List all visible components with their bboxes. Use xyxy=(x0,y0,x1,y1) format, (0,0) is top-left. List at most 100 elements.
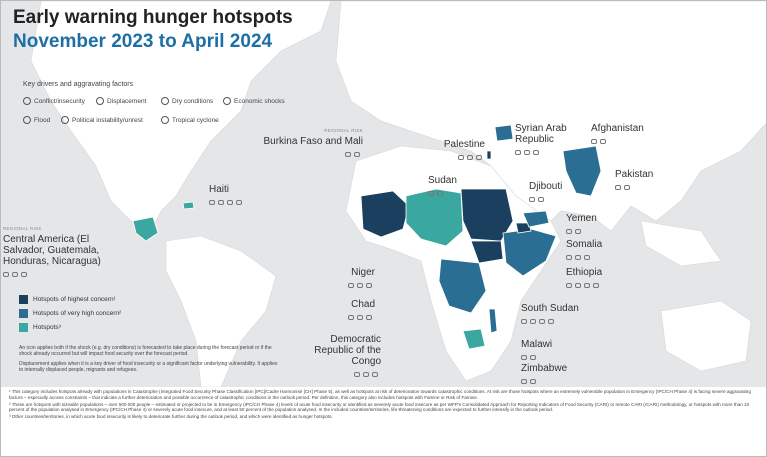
driver-label: Displacement xyxy=(107,97,147,105)
driver-icons xyxy=(515,147,585,155)
country-label: Zimbabwe xyxy=(521,363,581,384)
title: Early warning hunger hotspots xyxy=(13,7,293,28)
country-label: Pakistan xyxy=(615,169,675,190)
driver-icon xyxy=(521,379,527,384)
driver-icon xyxy=(458,155,464,160)
note: Displacement applies when it is a key dr… xyxy=(19,361,278,373)
driver-icon xyxy=(428,191,434,196)
driver-icons xyxy=(521,316,591,324)
driver-icon xyxy=(223,97,231,105)
note: An icon applies both if the shock (e.g. … xyxy=(19,345,272,357)
country-name: Yemen xyxy=(566,213,597,224)
driver-icons xyxy=(566,226,616,234)
driver-icons xyxy=(591,136,661,144)
driver-icon xyxy=(524,150,530,155)
driver-icon xyxy=(584,255,590,260)
drivers-title: Key drivers and aggravating factors xyxy=(23,81,134,88)
country-name: Malawi xyxy=(521,339,553,350)
driver-icon xyxy=(467,155,473,160)
driver-icon xyxy=(12,272,18,277)
country-name: Burkina Faso and Mali xyxy=(263,136,364,147)
driver-icons xyxy=(3,269,115,277)
legend-item: Hotspots³ xyxy=(19,323,61,332)
driver-icon xyxy=(357,315,363,320)
driver-icons xyxy=(425,152,485,160)
regional-risk: REGIONAL RISK xyxy=(324,128,363,133)
driver-icons xyxy=(209,197,259,205)
driver-icon xyxy=(566,283,572,288)
country-name: Haiti xyxy=(209,184,230,195)
footnotes: ¹ This category includes hotspots alread… xyxy=(9,389,759,421)
country-label: Sudan xyxy=(428,175,468,196)
driver-icon xyxy=(357,283,363,288)
driver-icons xyxy=(529,194,579,202)
driver-icon xyxy=(345,152,351,157)
driver-icon xyxy=(575,229,581,234)
driver-icon xyxy=(476,155,482,160)
driver-icon xyxy=(566,255,572,260)
driver-icon xyxy=(366,315,372,320)
footnote: ² These are hotspots with sizeable popul… xyxy=(9,401,750,413)
driver-icon xyxy=(530,319,536,324)
footnote: ¹ This category includes hotspots alread… xyxy=(9,389,751,400)
driver-icon xyxy=(3,272,9,277)
driver-item: Political instability/unrest xyxy=(61,116,143,124)
country-label: Democratic Republic of the Congo xyxy=(301,334,381,377)
country-name: Djibouti xyxy=(529,181,563,192)
driver-icon xyxy=(624,185,630,190)
driver-item: Tropical cyclone xyxy=(161,116,219,124)
driver-item: Economic shocks xyxy=(223,97,285,105)
driver-icons xyxy=(566,252,616,260)
country-label: Haiti xyxy=(209,184,259,205)
driver-icons xyxy=(263,149,363,157)
driver-icon xyxy=(584,283,590,288)
driver-icon xyxy=(348,283,354,288)
legend-label: Hotspots of highest concern¹ xyxy=(33,296,116,303)
driver-icon xyxy=(566,229,572,234)
driver-icon xyxy=(437,191,443,196)
driver-icon xyxy=(372,372,378,377)
country-label: Djibouti xyxy=(529,181,579,202)
driver-icon xyxy=(600,139,606,144)
driver-icon xyxy=(363,372,369,377)
driver-icon xyxy=(227,200,233,205)
driver-icons xyxy=(428,188,468,196)
country-name: Pakistan xyxy=(615,169,654,180)
country-name: Sudan xyxy=(428,175,457,186)
country-label: Somalia xyxy=(566,239,616,260)
driver-icon xyxy=(538,197,544,202)
driver-item: Dry conditions xyxy=(161,97,213,105)
driver-icons xyxy=(301,369,381,377)
driver-icon xyxy=(548,319,554,324)
driver-icons xyxy=(615,182,675,190)
driver-icon xyxy=(533,150,539,155)
country-name: Somalia xyxy=(566,239,603,250)
driver-icon xyxy=(530,355,536,360)
driver-label: Conflict/insecurity xyxy=(34,97,85,105)
country-name: Syrian Arab Republic xyxy=(515,123,567,145)
driver-icon xyxy=(218,200,224,205)
driver-label: Tropical cyclone xyxy=(172,116,219,124)
driver-icon xyxy=(236,200,242,205)
footnote: ³ Other countries/territories, in which … xyxy=(9,414,333,420)
country-name: Afghanistan xyxy=(591,123,644,134)
driver-icons xyxy=(521,376,581,384)
driver-icon xyxy=(530,379,536,384)
driver-icon xyxy=(515,150,521,155)
country-name: Chad xyxy=(351,299,375,310)
country-label: Chad xyxy=(333,299,375,320)
country-label: REGIONAL RISK Burkina Faso and Mali xyxy=(263,125,364,157)
driver-label: Political instability/unrest xyxy=(72,116,143,124)
driver-icon xyxy=(575,255,581,260)
country-label: Yemen xyxy=(566,213,616,234)
driver-item: Displacement xyxy=(96,97,146,105)
driver-icon xyxy=(209,200,215,205)
driver-icon xyxy=(96,97,104,105)
country-name: South Sudan xyxy=(521,303,579,314)
driver-icon xyxy=(354,372,360,377)
subtitle: November 2023 to April 2024 xyxy=(13,31,273,52)
driver-label: Economic shocks xyxy=(234,97,285,105)
legend-label: Hotspots of very high concern² xyxy=(33,310,122,317)
driver-icon xyxy=(521,355,527,360)
